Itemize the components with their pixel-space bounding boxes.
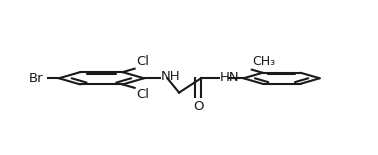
Text: Cl: Cl [136, 89, 149, 102]
Text: NH: NH [161, 70, 181, 83]
Text: Br: Br [29, 72, 43, 85]
Text: CH₃: CH₃ [253, 55, 276, 69]
Text: O: O [193, 100, 203, 113]
Text: HN: HN [220, 71, 239, 84]
Text: Cl: Cl [136, 55, 149, 68]
